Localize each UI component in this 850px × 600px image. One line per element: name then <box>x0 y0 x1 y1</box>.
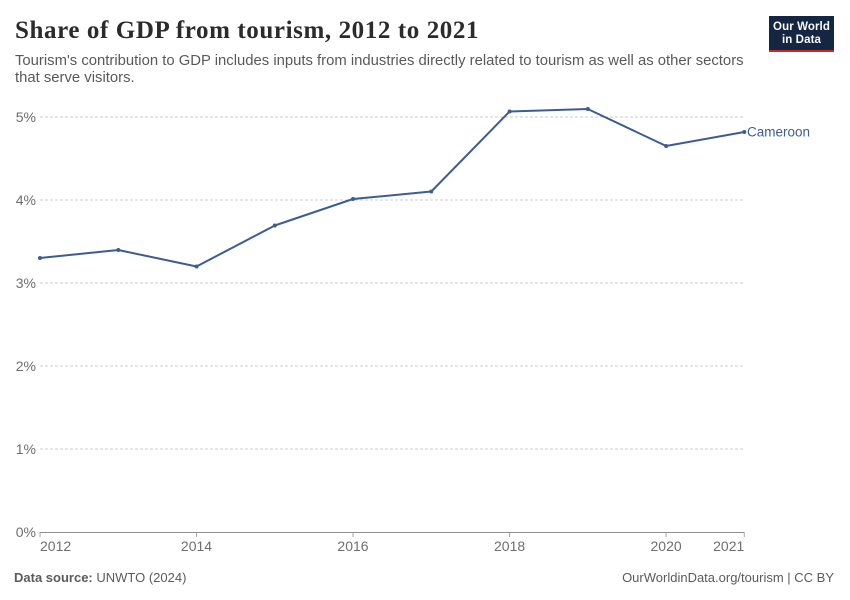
svg-text:2021: 2021 <box>713 538 744 554</box>
svg-text:2018: 2018 <box>494 538 525 554</box>
svg-text:0%: 0% <box>16 524 36 540</box>
svg-text:2014: 2014 <box>181 538 212 554</box>
svg-text:2012: 2012 <box>40 538 71 554</box>
svg-text:4%: 4% <box>16 192 36 208</box>
svg-text:Cameroon: Cameroon <box>747 125 810 140</box>
svg-text:3%: 3% <box>16 275 36 291</box>
svg-text:2020: 2020 <box>651 538 682 554</box>
svg-text:2%: 2% <box>16 358 36 374</box>
svg-text:2016: 2016 <box>337 538 368 554</box>
svg-text:1%: 1% <box>16 441 36 457</box>
svg-text:5%: 5% <box>16 109 36 125</box>
